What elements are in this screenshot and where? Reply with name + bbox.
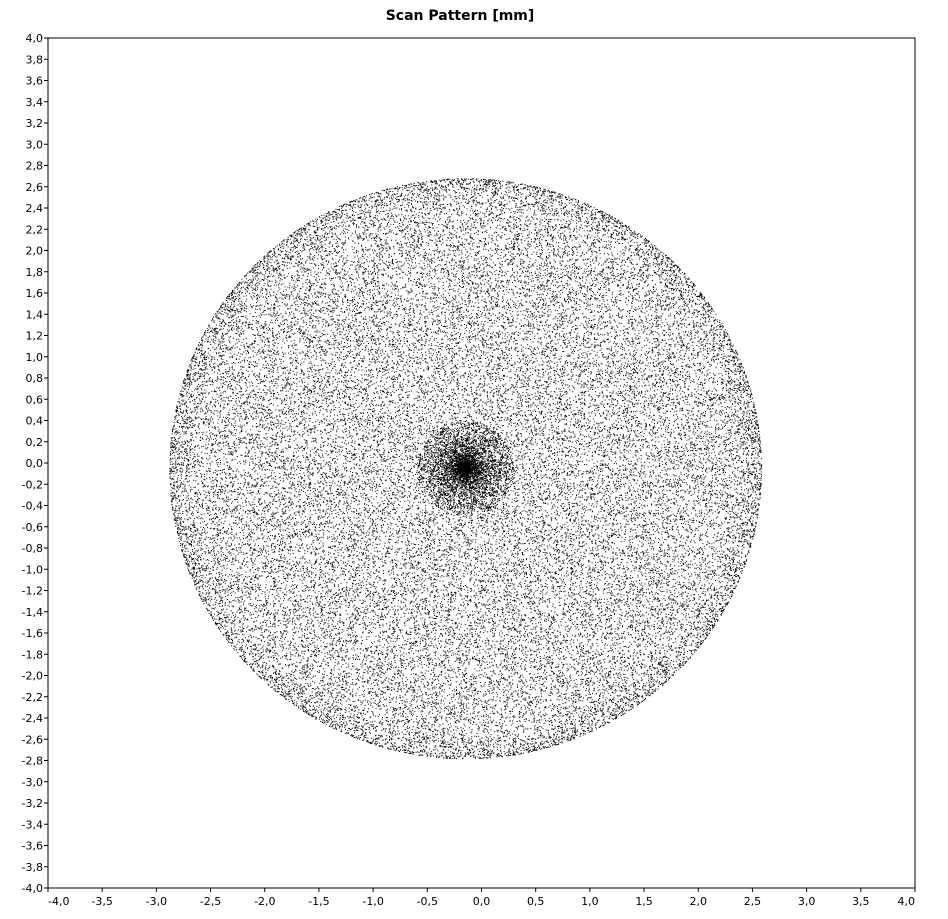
y-axis: 4,0 3,8 3,6 3,4 3,2 3,0 2,8 2,6 2,4 2,2 2,0 1,8 1,6 1… (22, 32, 48, 895)
x-tick-label: -0,5 (417, 895, 438, 908)
y-tick-label: -0,2 (22, 478, 43, 491)
y-tick-label: 3,8 (26, 53, 44, 66)
y-tick-label: -0,8 (22, 542, 43, 555)
x-tick-label: -1,0 (362, 895, 383, 908)
y-tick-label: -2,6 (22, 733, 43, 746)
y-tick-label: -0,6 (22, 521, 43, 534)
scan-pattern-series (169, 178, 763, 760)
y-tick-label: -3,2 (22, 797, 43, 810)
y-tick-label: 4,0 (26, 32, 44, 45)
scan-points (169, 178, 763, 760)
y-tick-label: -1,0 (22, 563, 43, 576)
x-axis: -4,0 -3,5 -3,0 -2,5 -2,0 -1,5 -1,0 -0,5 0,0 0,5 1,… (47, 888, 916, 908)
x-tick-label: 3,5 (852, 895, 870, 908)
y-tick-label: -1,8 (22, 648, 43, 661)
y-tick-label: 2,2 (26, 223, 44, 236)
y-tick-label: 3,6 (26, 75, 44, 88)
x-tick-label: 1,5 (635, 895, 653, 908)
y-tick-label: -4,0 (22, 882, 43, 895)
x-tick-label: -4,0 (48, 895, 69, 908)
y-tick-label: 0,4 (26, 415, 44, 428)
x-tick-label: 0,5 (527, 895, 545, 908)
y-tick-label: 3,0 (26, 138, 44, 151)
y-tick-label: -3,6 (22, 840, 43, 853)
y-tick-label: -2,2 (22, 691, 43, 704)
x-tick-label: 2,0 (690, 895, 708, 908)
y-tick-label: 2,8 (26, 160, 44, 173)
chart-title: Scan Pattern [mm] (386, 8, 535, 24)
x-tick-label: -2,5 (200, 895, 221, 908)
y-tick-label: -2,0 (22, 670, 43, 683)
y-tick-label: 2,4 (26, 202, 44, 215)
x-tick-label: 3,0 (798, 895, 816, 908)
y-tick-label: 3,2 (26, 117, 44, 130)
x-tick-label: -3,0 (146, 895, 167, 908)
x-tick-label: 4,0 (898, 895, 916, 908)
y-tick-label: 0,2 (26, 436, 44, 449)
y-tick-label: 1,0 (26, 351, 44, 364)
y-tick-label: -3,0 (22, 776, 43, 789)
y-tick-label: 1,6 (26, 287, 44, 300)
y-tick-label: -2,8 (22, 755, 43, 768)
y-tick-label: 1,8 (26, 266, 44, 279)
x-tick-label: 1,0 (581, 895, 599, 908)
x-tick-label: -2,0 (254, 895, 275, 908)
y-tick-label: 1,4 (26, 308, 44, 321)
x-tick-label: -3,5 (91, 895, 112, 908)
y-tick-label: 3,4 (26, 96, 44, 109)
y-tick-label: 0,0 (26, 457, 44, 470)
y-tick-label: 2,6 (26, 181, 44, 194)
y-tick-label: -3,8 (22, 861, 43, 874)
y-tick-label: 2,0 (26, 245, 44, 258)
y-tick-label: -0,4 (22, 500, 43, 513)
y-tick-label: -3,4 (22, 818, 43, 831)
y-tick-label: -1,6 (22, 627, 43, 640)
x-tick-label: 0,0 (473, 895, 491, 908)
y-tick-label: 0,6 (26, 393, 44, 406)
y-tick-label: 0,8 (26, 372, 44, 385)
y-tick-label: -2,4 (22, 712, 43, 725)
y-tick-label: 1,2 (26, 330, 44, 343)
y-tick-label: -1,4 (22, 606, 43, 619)
x-tick-label: 2,5 (744, 895, 762, 908)
x-tick-label: -1,5 (308, 895, 329, 908)
y-tick-label: -1,2 (22, 585, 43, 598)
